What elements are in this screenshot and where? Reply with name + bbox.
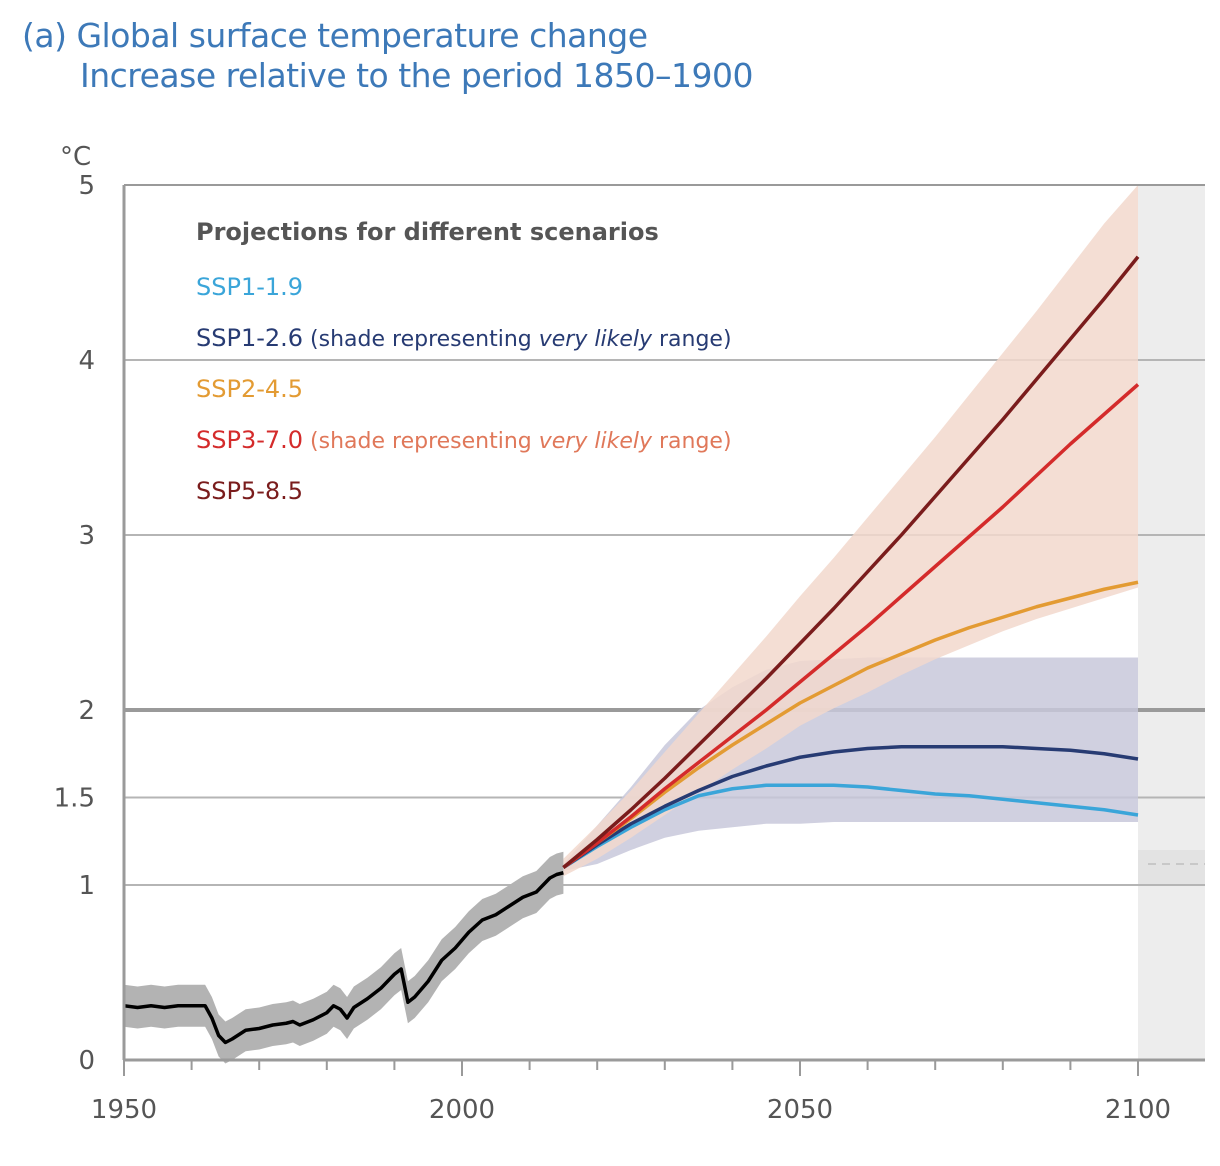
y-tick-label: 1.5 [54, 784, 95, 814]
y-tick-label: 5 [78, 171, 95, 201]
y-tick-label: 0 [78, 1046, 95, 1076]
axes [122, 184, 1205, 1076]
legend-entry-ssp1-1.9: SSP1-1.9 [196, 273, 303, 301]
historical-band [124, 851, 564, 1064]
right-edge-shade [1138, 185, 1205, 1060]
scenario-lines [562, 255, 1140, 869]
historical-line [123, 871, 564, 1045]
series-line-ssp5-8.5 [562, 255, 1140, 869]
legend-note: very likely [539, 429, 653, 454]
series-line-ssp1-2.6 [562, 745, 1139, 869]
y-tick-label: 1 [78, 871, 95, 901]
band-ssp3-7.0 [563, 185, 1138, 877]
right-shade-band [1138, 850, 1205, 885]
historical-series [123, 851, 564, 1064]
y-tick-label: 3 [78, 521, 95, 551]
series-line-ssp1-1.9 [562, 783, 1139, 869]
y-tick-label: 2 [78, 696, 95, 726]
y-axis-unit-label: °C [60, 142, 91, 172]
x-tick-label: 2100 [1105, 1095, 1171, 1125]
legend-series-name: SSP5-8.5 [196, 477, 303, 505]
y-tick-labels: 0 1 1.5 2 3 4 5 [54, 171, 95, 1076]
series-line-ssp3-7.0 [562, 383, 1140, 869]
x-tick-label: 2050 [767, 1095, 833, 1125]
uncertainty-bands [563, 185, 1138, 877]
x-tick-label: 2000 [429, 1095, 495, 1125]
y-tick-label: 4 [78, 346, 95, 376]
legend: Projections for different scenarios SSP1-… [196, 218, 732, 505]
legend-note: very likely [539, 327, 653, 352]
legend-series-name: SSP1-2.6 [196, 324, 303, 352]
chart-subtitle: Increase relative to the period 1850–190… [80, 56, 753, 95]
legend-note: range) [652, 429, 732, 454]
x-tick-label: 1950 [91, 1095, 157, 1125]
legend-note: (shade representing [303, 429, 539, 454]
legend-series-name: SSP1-1.9 [196, 273, 303, 301]
series-line-ssp2-4.5 [562, 580, 1139, 869]
x-tick-labels: 1950 2000 2050 2100 [91, 1095, 1171, 1125]
legend-entry-ssp2-4.5: SSP2-4.5 [196, 375, 303, 403]
legend-entry-ssp3-7.0: SSP3-7.0 (shade representing very likely… [196, 426, 732, 454]
chart-title-block: (a) Global surface temperature change In… [22, 16, 753, 96]
legend-note: (shade representing [303, 327, 539, 352]
legend-series-name: SSP2-4.5 [196, 375, 303, 403]
legend-entry-ssp1-2.6: SSP1-2.6 (shade representing very likely… [196, 324, 732, 352]
chart-title: (a) Global surface temperature change [22, 16, 648, 55]
legend-series-name: SSP3-7.0 [196, 426, 303, 454]
legend-note: range) [652, 327, 732, 352]
right-shade-rect [1138, 185, 1205, 1060]
legend-entry-ssp5-8.5: SSP5-8.5 [196, 477, 303, 505]
legend-heading: Projections for different scenarios [196, 218, 659, 246]
